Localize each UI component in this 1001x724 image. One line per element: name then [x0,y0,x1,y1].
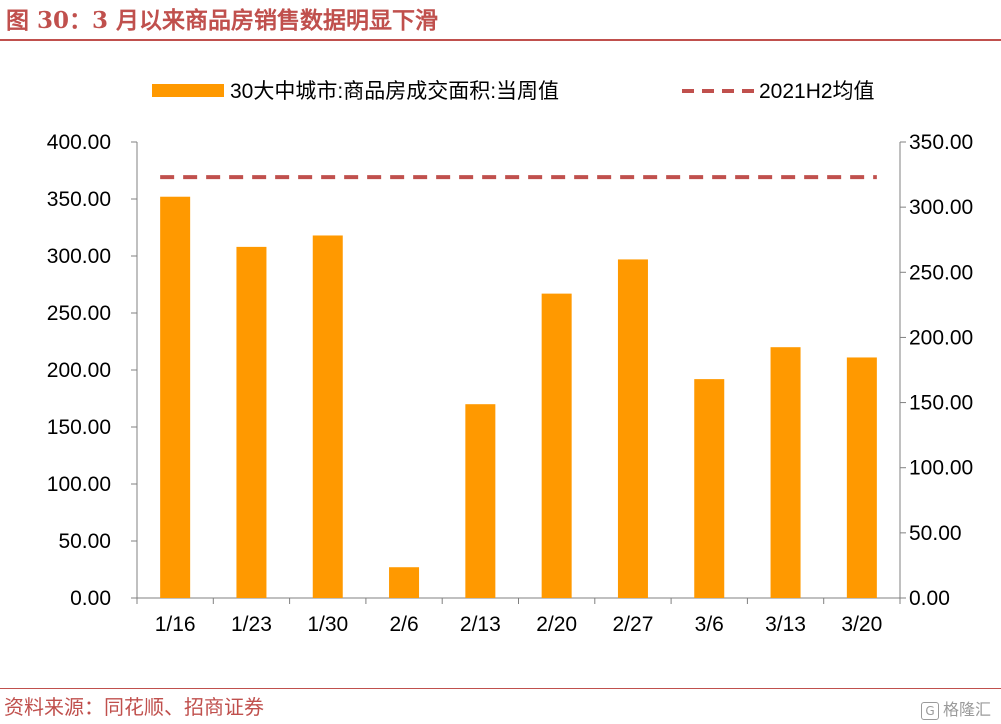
watermark-logo-icon: G [920,701,939,720]
x-tick-label: 1/23 [231,613,272,636]
watermark-text: 格隆汇 [942,700,991,719]
legend-bar-swatch [152,84,224,97]
bar [160,196,191,598]
legend-line-label: 2021H2均值 [759,80,875,103]
bar-chart: 0.00 50.00 100.00 150.00 200.00 250.00 300.00 3… [47,80,973,636]
right-y-tick-label: 50.00 [909,522,962,545]
left-y-tick-label: 350.00 [47,188,111,211]
x-tick-label: 1/30 [307,613,348,636]
x-tick-label: 2/6 [389,613,418,636]
x-tick-label: 3/20 [841,613,882,636]
bar [770,347,801,598]
x-tick-label: 3/6 [695,613,724,636]
left-y-tick-label: 250.00 [47,302,111,325]
bar [236,246,267,598]
left-y-tick-label: 100.00 [47,473,111,496]
right-y-tick-label: 350.00 [909,131,973,154]
x-tick-label: 2/13 [460,613,501,636]
right-y-tick-label: 150.00 [909,392,973,415]
right-y-tick-label: 250.00 [909,261,973,284]
right-y-tick-label: 300.00 [909,196,973,219]
left-y-tick-label: 0.00 [70,587,111,610]
x-tick-label: 1/16 [155,613,196,636]
chart-title: 图 30：3 月以来商品房销售数据明显下滑 [6,7,439,34]
left-y-tick-label: 50.00 [58,530,111,553]
bar [465,404,496,598]
legend-bar-label: 30大中城市:商品房成交面积:当周值 [230,80,559,103]
watermark: G 格隆汇 [920,696,991,720]
bar [617,259,648,598]
left-y-tick-label: 400.00 [47,131,111,154]
left-y-tick-label: 200.00 [47,359,111,382]
bar [846,357,877,598]
bar [541,293,572,598]
left-y-tick-label: 300.00 [47,245,111,268]
bar [312,235,343,599]
footer-divider [0,688,1001,689]
bar [694,379,725,598]
title-divider [0,39,1001,41]
bar [389,567,420,598]
x-tick-label: 3/13 [765,613,806,636]
right-y-tick-label: 100.00 [909,457,973,480]
left-y-tick-label: 150.00 [47,416,111,439]
right-y-tick-label: 200.00 [909,326,973,349]
right-y-tick-label: 0.00 [909,587,950,610]
source-note: 资料来源：同花顺、招商证券 [4,695,264,719]
x-tick-label: 2/20 [536,613,577,636]
x-tick-label: 2/27 [613,613,654,636]
